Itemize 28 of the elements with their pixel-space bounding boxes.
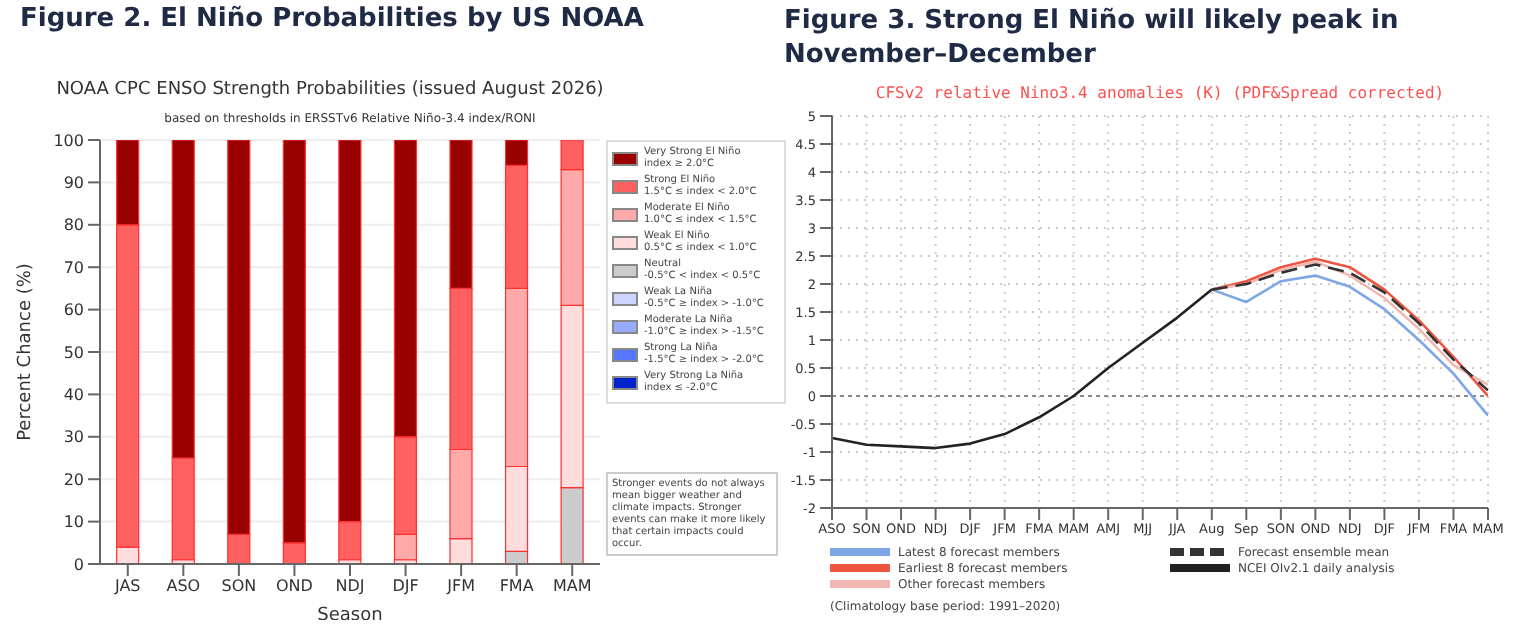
chart-title: Figure 2. El Niño Probabilities by US NOAA — [20, 4, 644, 34]
x-tick-label: JAS — [113, 577, 141, 596]
x-tick-label: OND — [275, 577, 313, 596]
x-tick-label: SON — [221, 577, 257, 596]
x-tick-label: FMA — [499, 577, 535, 596]
chart-subtitle: CFSv2 relative Nino3.4 anomalies (K) (PDF&Spread corrected) — [873, 84, 1447, 102]
x-tick-label: MAM — [552, 577, 592, 596]
y-tick-label: 100 — [53, 131, 84, 150]
y-tick-label: 80 — [63, 216, 84, 235]
y-tick-label: 90 — [63, 174, 84, 193]
chart-title: Figure 3. Strong El Niño will likely peak in November–December — [784, 4, 1401, 72]
line-series — [1210, 274, 1488, 417]
y-tick-label: 40 — [63, 386, 84, 405]
y-tick-label: 70 — [63, 258, 84, 277]
y-tick-label: 10 — [63, 513, 84, 532]
line-series — [832, 288, 1214, 450]
chart-subtitle: NOAA CPC ENSO Strength Probabilities (issued August 2026) — [54, 80, 606, 100]
y-axis-title: Percent Chance (%) — [16, 263, 37, 441]
x-tick-label: JFM — [445, 577, 476, 596]
x-tick-label: DJF — [392, 577, 420, 596]
y-tick-label: 0 — [73, 555, 84, 574]
y-tick-label: 60 — [63, 301, 84, 320]
x-axis-title: Season — [317, 606, 383, 626]
x-tick-label: NDJ — [335, 577, 365, 596]
y-tick-label: 50 — [63, 343, 84, 362]
y-tick-label: 30 — [63, 428, 84, 447]
x-tick-label: ASO — [166, 577, 201, 596]
y-tick-label: 20 — [63, 470, 84, 489]
